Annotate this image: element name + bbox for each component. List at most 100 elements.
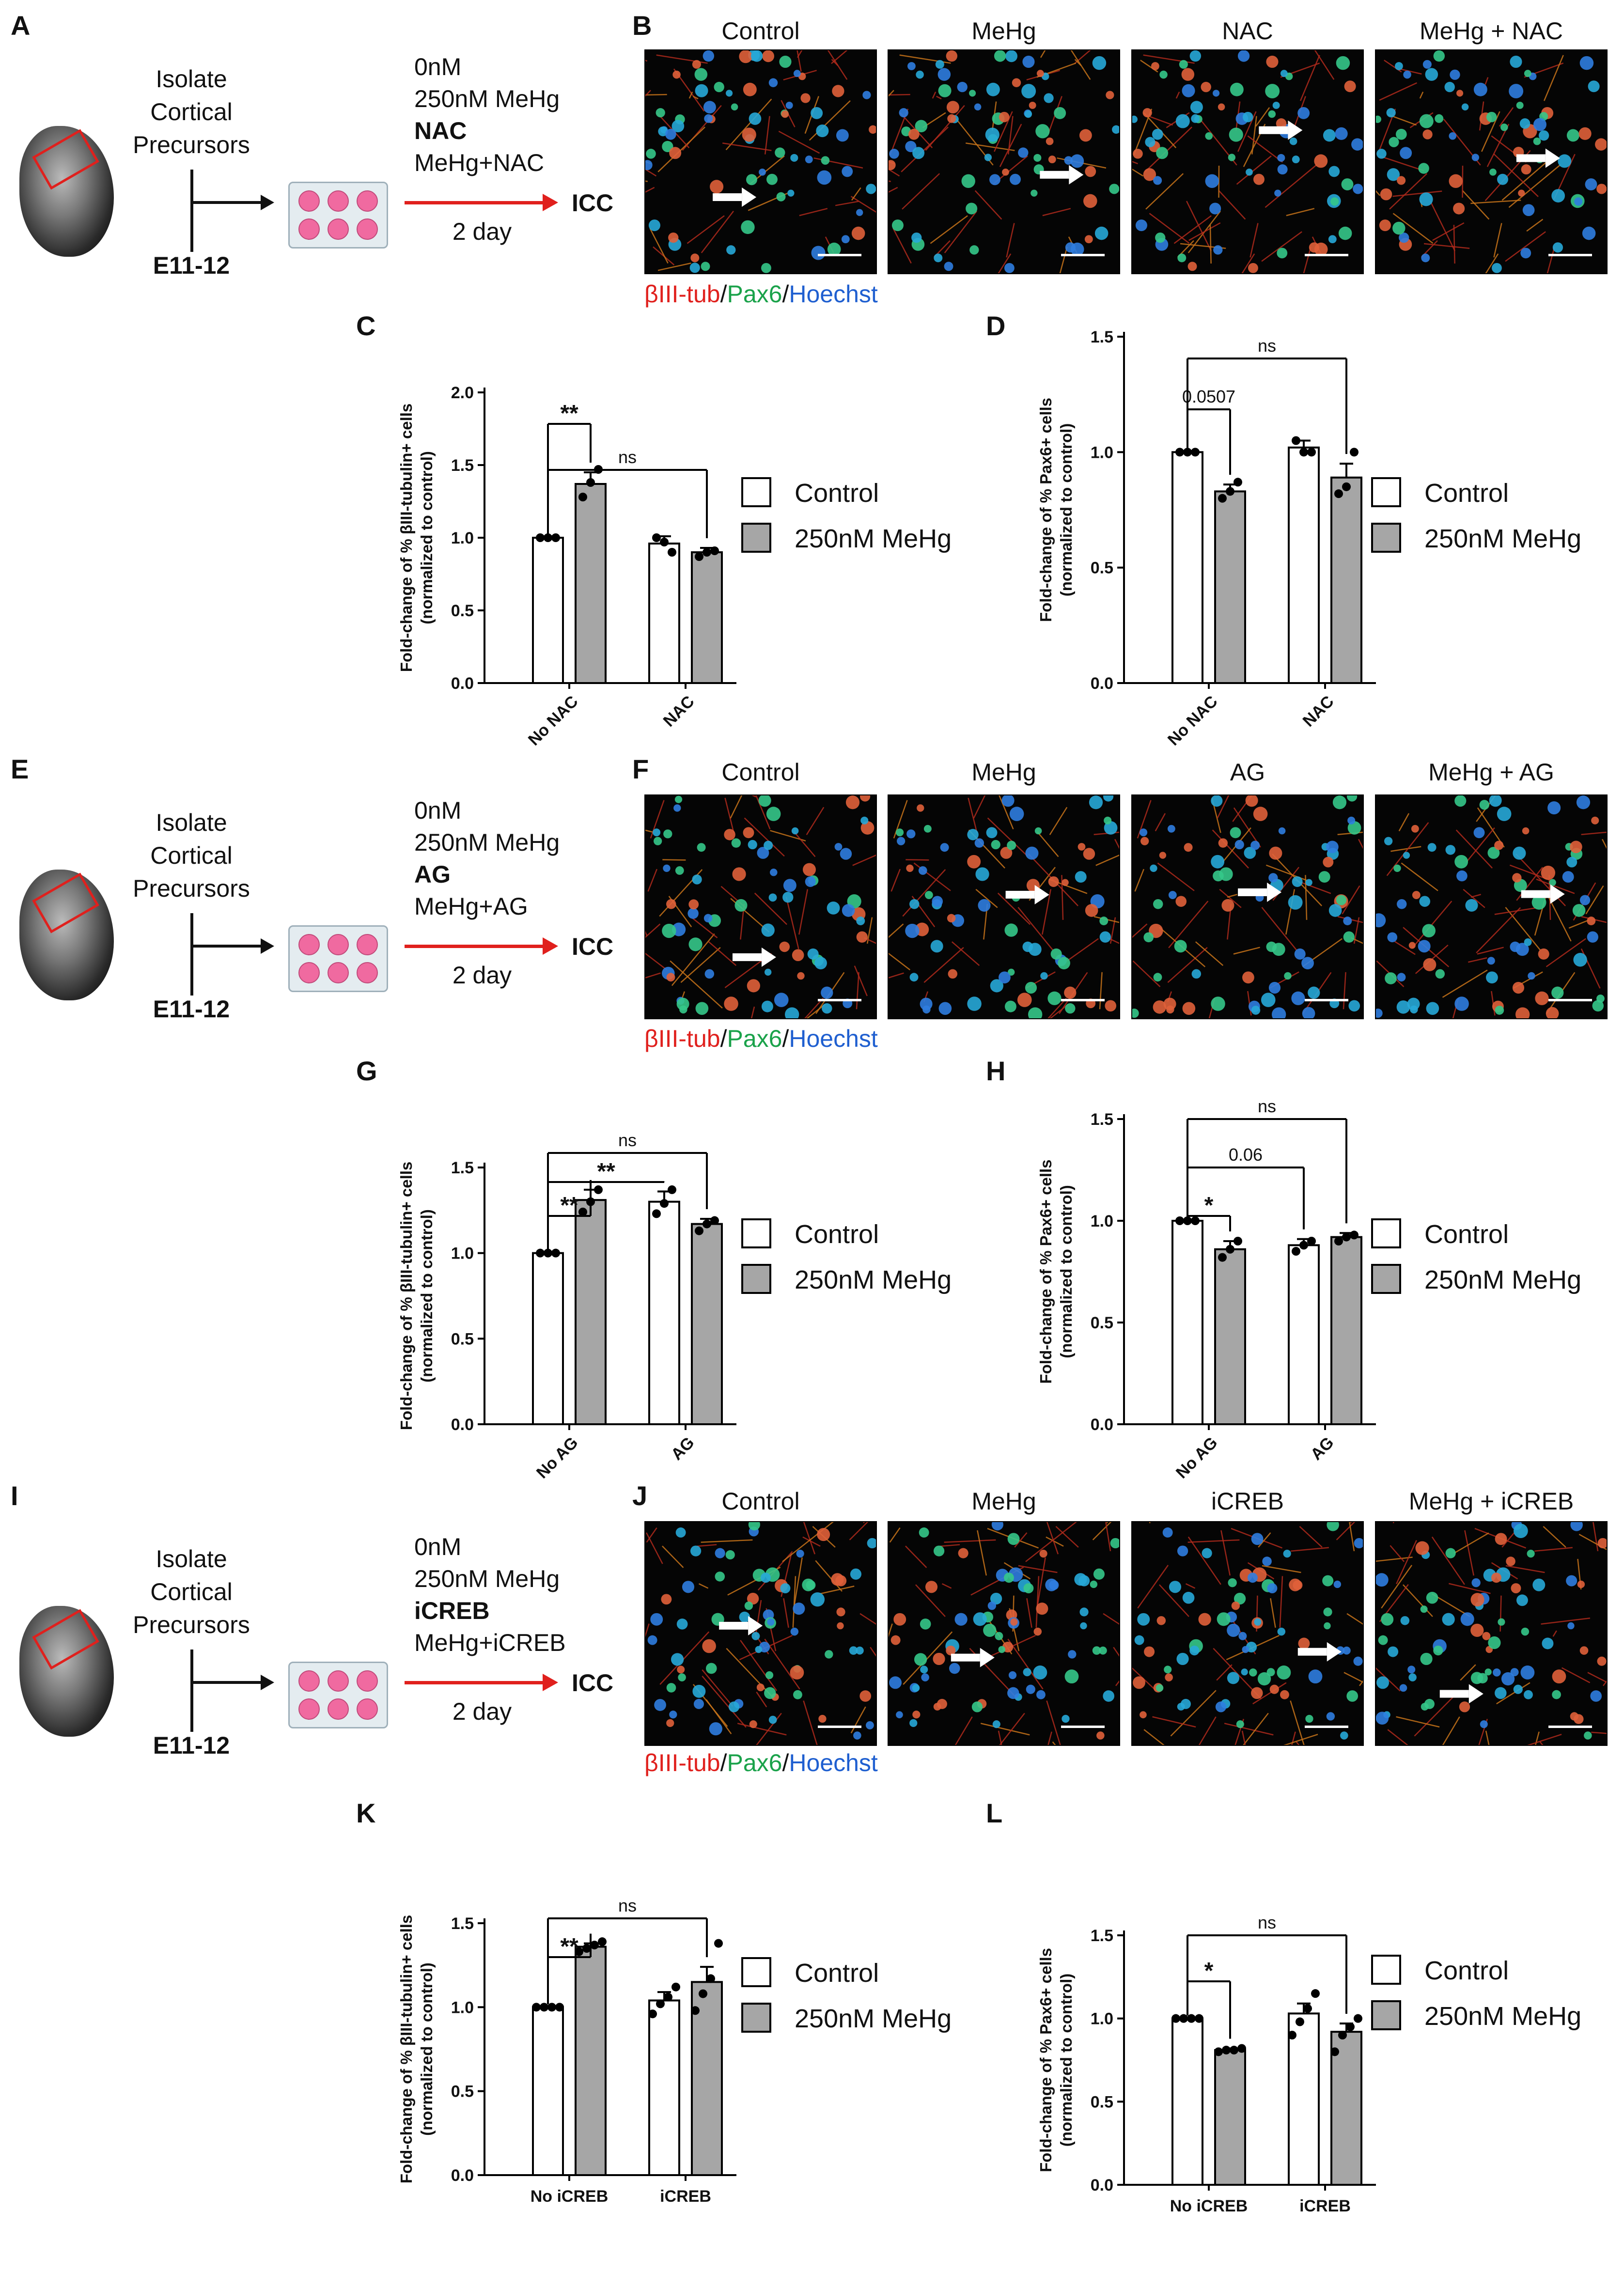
data-point	[1303, 2004, 1312, 2013]
cell-nucleus	[1157, 1616, 1166, 1625]
cell-nucleus	[1446, 845, 1456, 855]
neurite	[966, 143, 1015, 150]
data-point	[1218, 1253, 1227, 1262]
cell-nucleus	[860, 795, 870, 802]
cell-nucleus	[666, 1719, 674, 1727]
cell-nucleus	[1426, 1592, 1438, 1604]
bar	[692, 552, 722, 683]
cell-nucleus	[1033, 1665, 1047, 1680]
data-point	[652, 533, 661, 542]
cell-nucleus	[1494, 841, 1503, 850]
neurite	[1219, 191, 1246, 219]
cell-nucleus	[867, 1538, 876, 1548]
x-tick-label: No NAC	[1164, 692, 1221, 749]
cell-nucleus	[1254, 1618, 1261, 1626]
well	[328, 934, 349, 955]
cell-nucleus	[917, 804, 924, 811]
cell-nucleus	[1008, 1533, 1020, 1545]
cell-nucleus	[692, 874, 702, 884]
well	[298, 934, 320, 955]
cell-nucleus	[836, 1607, 845, 1616]
neurite	[1602, 839, 1607, 880]
neurite	[977, 1530, 986, 1575]
neurite	[1379, 156, 1424, 171]
cell-nucleus	[1580, 56, 1593, 70]
cell-nucleus	[906, 865, 913, 872]
legend-swatch-control	[741, 477, 771, 507]
neurite	[645, 820, 653, 832]
cell-nucleus	[1283, 1550, 1291, 1557]
neurite	[797, 50, 829, 58]
bar	[649, 1202, 679, 1424]
cell-nucleus	[1343, 932, 1355, 943]
x-tick-label: AG	[668, 1433, 698, 1464]
age-label: E11-12	[131, 1729, 252, 1761]
cell-nucleus	[1343, 917, 1352, 925]
cell-nucleus	[775, 147, 785, 157]
micrograph-title: Control	[644, 17, 877, 45]
cell-nucleus	[1075, 871, 1087, 883]
micrograph-cells	[1376, 795, 1607, 1018]
legend-swatch-mehg	[741, 523, 771, 553]
cell-nucleus	[1205, 174, 1219, 188]
cell-nucleus	[1495, 1533, 1507, 1545]
cell-nucleus	[724, 829, 735, 840]
cell-nucleus	[1584, 1731, 1592, 1740]
significance-label: ns	[1258, 1913, 1276, 1932]
cell-nucleus	[1595, 138, 1607, 150]
cell-nucleus	[1021, 84, 1036, 98]
cell-nucleus	[1184, 843, 1193, 852]
cell-nucleus	[1137, 1613, 1150, 1626]
well	[357, 1670, 378, 1692]
neurite	[1189, 1717, 1216, 1745]
cell-nucleus	[1574, 197, 1582, 205]
neurite	[850, 1522, 868, 1540]
significance-label: ns	[618, 447, 637, 467]
cell-nucleus	[1305, 879, 1312, 886]
cell-nucleus	[1079, 1607, 1088, 1616]
data-point	[1234, 1237, 1242, 1245]
x-tick-label: NAC	[660, 692, 698, 731]
cell-nucleus	[1419, 896, 1430, 907]
neurite	[1494, 223, 1501, 258]
cell-nucleus	[1562, 871, 1574, 883]
cell-nucleus	[1292, 876, 1303, 887]
stain-pax6: Pax6	[727, 1025, 782, 1052]
cell-nucleus	[1090, 1581, 1097, 1588]
condition-label: 0nM	[414, 51, 461, 83]
neurite	[755, 1600, 761, 1637]
cell-nucleus	[791, 1628, 798, 1635]
cell-nucleus	[1153, 176, 1162, 185]
condition-label: MeHg+iCREB	[414, 1627, 566, 1659]
cell-nucleus	[1010, 1618, 1017, 1626]
neurite	[1393, 1522, 1395, 1523]
neurite	[1308, 50, 1334, 79]
cell-nucleus	[749, 112, 762, 125]
culture-plate-icon	[288, 182, 388, 249]
cell-nucleus	[694, 1699, 704, 1709]
cell-nucleus	[840, 848, 852, 860]
neurite	[1115, 839, 1119, 880]
arrow-shaft	[951, 1654, 980, 1662]
neurite	[974, 795, 991, 818]
bar	[1215, 1249, 1245, 1424]
cell-nucleus	[1422, 129, 1432, 139]
scale-bar	[1305, 1726, 1348, 1728]
duration-label: 2 day	[426, 216, 538, 248]
cell-nucleus	[1035, 827, 1042, 835]
cell-nucleus	[1095, 227, 1109, 240]
cell-nucleus	[1236, 1720, 1244, 1728]
cell-nucleus	[1150, 865, 1157, 872]
cell-nucleus	[1002, 169, 1009, 176]
data-point	[1234, 478, 1242, 486]
legend-swatch-control	[741, 1218, 771, 1248]
cell-nucleus	[653, 828, 660, 836]
well	[298, 218, 320, 240]
neurite	[942, 1584, 951, 1588]
cell-nucleus	[1380, 188, 1392, 201]
neurite	[1296, 1742, 1327, 1745]
neurite	[765, 116, 769, 155]
cell-nucleus	[1211, 795, 1222, 807]
